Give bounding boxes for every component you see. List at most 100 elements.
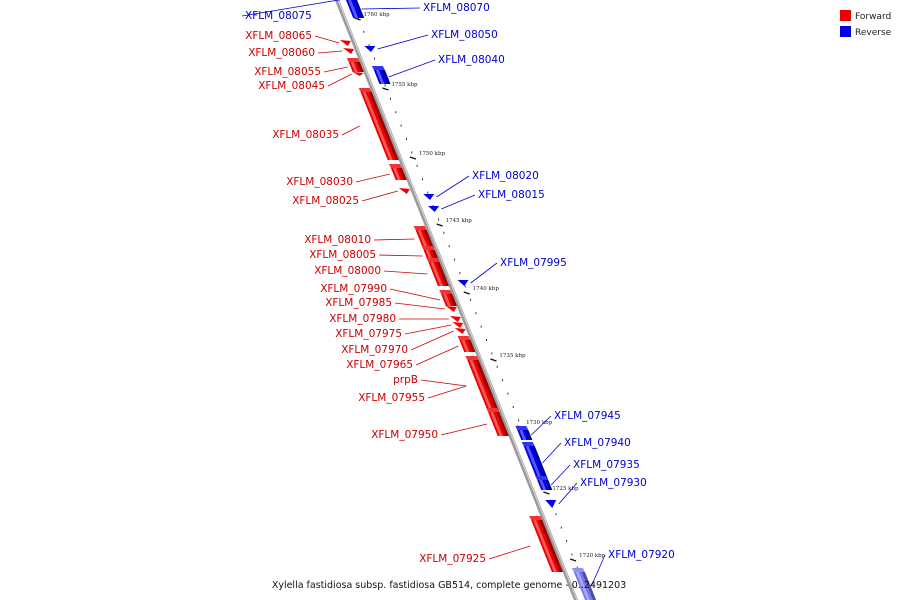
label-layer: XFLM_08075 XFLM_08070 XFLM_08065 XFLM_08060… (241, 0, 675, 587)
gene-label-leader (550, 464, 571, 486)
scale-tick-label: 1735 kbp (499, 353, 526, 359)
gene-label-leader (441, 194, 476, 210)
gene-label[interactable]: XFLM_07970 (341, 344, 408, 356)
gene-label-leader (488, 545, 531, 560)
gene-xflm_07935[interactable] (535, 476, 553, 490)
gene-label[interactable]: XFLM_07935 (573, 459, 640, 471)
gene-xflm_07955[interactable] (465, 356, 500, 412)
gene-layer (339, 0, 597, 600)
gene-xflm_07920[interactable] (571, 568, 597, 600)
gene-label[interactable]: XFLM_08075 (245, 10, 312, 22)
gene-label-leader (394, 302, 445, 310)
gene-label[interactable]: XFLM_08010 (304, 234, 371, 246)
gene-label[interactable]: XFLM_08030 (286, 176, 353, 188)
gene-label[interactable]: XFLM_07990 (320, 283, 387, 295)
gene-label-leader (314, 35, 340, 44)
gene-xflm_07995[interactable] (457, 280, 469, 286)
gene-label[interactable]: XFLM_08015 (478, 189, 545, 201)
gene-label[interactable]: XFLM_07955 (358, 392, 425, 404)
gene-label-leader (440, 423, 488, 436)
scale-tick-label: 1760 kbp (364, 12, 391, 18)
gene-label[interactable]: XFLM_07920 (608, 549, 675, 561)
scale-tick-label: 1725 kbp (552, 486, 579, 492)
gene-xflm_07970[interactable] (454, 328, 466, 334)
scale-tick-label: 1745 kbp (446, 218, 473, 224)
gene-label-leader (389, 288, 441, 301)
gene-label-leader (542, 442, 562, 464)
gene-label[interactable]: prpB (393, 374, 418, 386)
gene-label[interactable]: XFLM_07940 (564, 437, 631, 449)
gene-label[interactable]: XFLM_08000 (314, 265, 381, 277)
gene-label[interactable]: XFLM_08035 (272, 129, 339, 141)
gene-label[interactable]: XFLM_07930 (580, 477, 647, 489)
gene-label[interactable]: XFLM_07975 (335, 328, 402, 340)
gene-label[interactable]: XFLM_08020 (472, 170, 539, 182)
gene-label-leader (470, 262, 498, 284)
genome-backbone (334, 0, 579, 600)
scale-tick (463, 291, 470, 295)
gene-xflm_08000[interactable] (426, 258, 449, 286)
gene-label[interactable]: XFLM_07965 (346, 359, 413, 371)
gene-xflm_07965[interactable] (457, 336, 476, 352)
gene-xflm_07925[interactable] (529, 516, 563, 572)
scale-tick-label: 1730 kbp (526, 420, 553, 426)
gene-label-leader (531, 415, 552, 436)
backbone-layer (334, 0, 579, 600)
gene-xflm_07930[interactable] (545, 500, 557, 508)
gene-label[interactable]: XFLM_07995 (500, 257, 567, 269)
legend-reverse-label: Reverse (855, 28, 892, 38)
scale-tick (569, 558, 577, 562)
scale-tick-label: 1720 kbp (579, 553, 606, 559)
scale-tick (409, 156, 417, 160)
scale-tick-label: 1755 kbp (391, 82, 418, 88)
gene-xflm_08045[interactable] (352, 72, 364, 76)
gene-xflm_07980[interactable] (449, 316, 461, 322)
gene-label[interactable]: XFLM_08050 (431, 29, 498, 41)
gene-label-leader (415, 345, 459, 366)
gene-label[interactable]: XFLM_07980 (329, 313, 396, 325)
gene-xflm_07940[interactable] (521, 442, 549, 480)
gene-label-leader (317, 50, 343, 54)
gene-label[interactable]: XFLM_07925 (419, 553, 486, 565)
gene-xflm_08055[interactable] (346, 58, 364, 72)
gene-label[interactable]: XFLM_07950 (371, 429, 438, 441)
gene-xflm_08070[interactable] (344, 0, 365, 18)
gene-xflm_08010[interactable] (413, 226, 434, 248)
gene-xflm_08065[interactable] (339, 40, 351, 46)
gene-label[interactable]: XFLM_08005 (309, 249, 376, 261)
gene-label[interactable]: XFLM_08065 (245, 30, 312, 42)
gene-label[interactable]: XFLM_07945 (554, 410, 621, 422)
gene-xflm_07990[interactable] (439, 290, 457, 306)
gene-label-leader (558, 482, 578, 505)
gene-label-leader (241, 0, 342, 17)
gene-label[interactable]: XFLM_08070 (423, 2, 490, 14)
gene-xflm_08050[interactable] (364, 46, 376, 52)
scale-tick (490, 358, 497, 362)
gene-xflm_08025[interactable] (398, 188, 410, 194)
scale-tick-layer: 1760 kbp 1755 kbp 1750 kbp 1745 kbp 1740 kbp… (352, 4, 606, 596)
scale-tick (543, 491, 550, 495)
gene-xflm_08035[interactable] (358, 88, 399, 160)
gene-label-leader (410, 330, 454, 351)
gene-label[interactable]: XFLM_08040 (438, 54, 505, 66)
gene-label[interactable]: XFLM_08055 (254, 66, 321, 78)
gene-label-leader (361, 7, 421, 10)
gene-label-leader (323, 66, 348, 73)
gene-xflm_08030[interactable] (388, 164, 407, 180)
gene-xflm_08060[interactable] (343, 48, 355, 54)
gene-xflm_07985[interactable] (445, 306, 457, 312)
gene-xflm_07950[interactable] (486, 408, 509, 436)
scale-tick-label: 1740 kbp (473, 286, 500, 292)
gene-xflm_08015[interactable] (428, 206, 440, 212)
gene-xflm_08040[interactable] (371, 66, 391, 84)
gene-xflm_07975[interactable] (452, 322, 464, 328)
gene-label[interactable]: XFLM_08025 (292, 195, 359, 207)
gene-label[interactable]: XFLM_07985 (325, 297, 392, 309)
gene-label-leader (404, 324, 452, 335)
gene-label-leader (427, 385, 467, 399)
gene-label[interactable]: XFLM_08060 (248, 47, 315, 59)
gene-xflm_07945[interactable] (515, 426, 533, 440)
gene-label[interactable]: XFLM_08045 (258, 80, 325, 92)
gene-xflm_08020[interactable] (423, 194, 435, 200)
